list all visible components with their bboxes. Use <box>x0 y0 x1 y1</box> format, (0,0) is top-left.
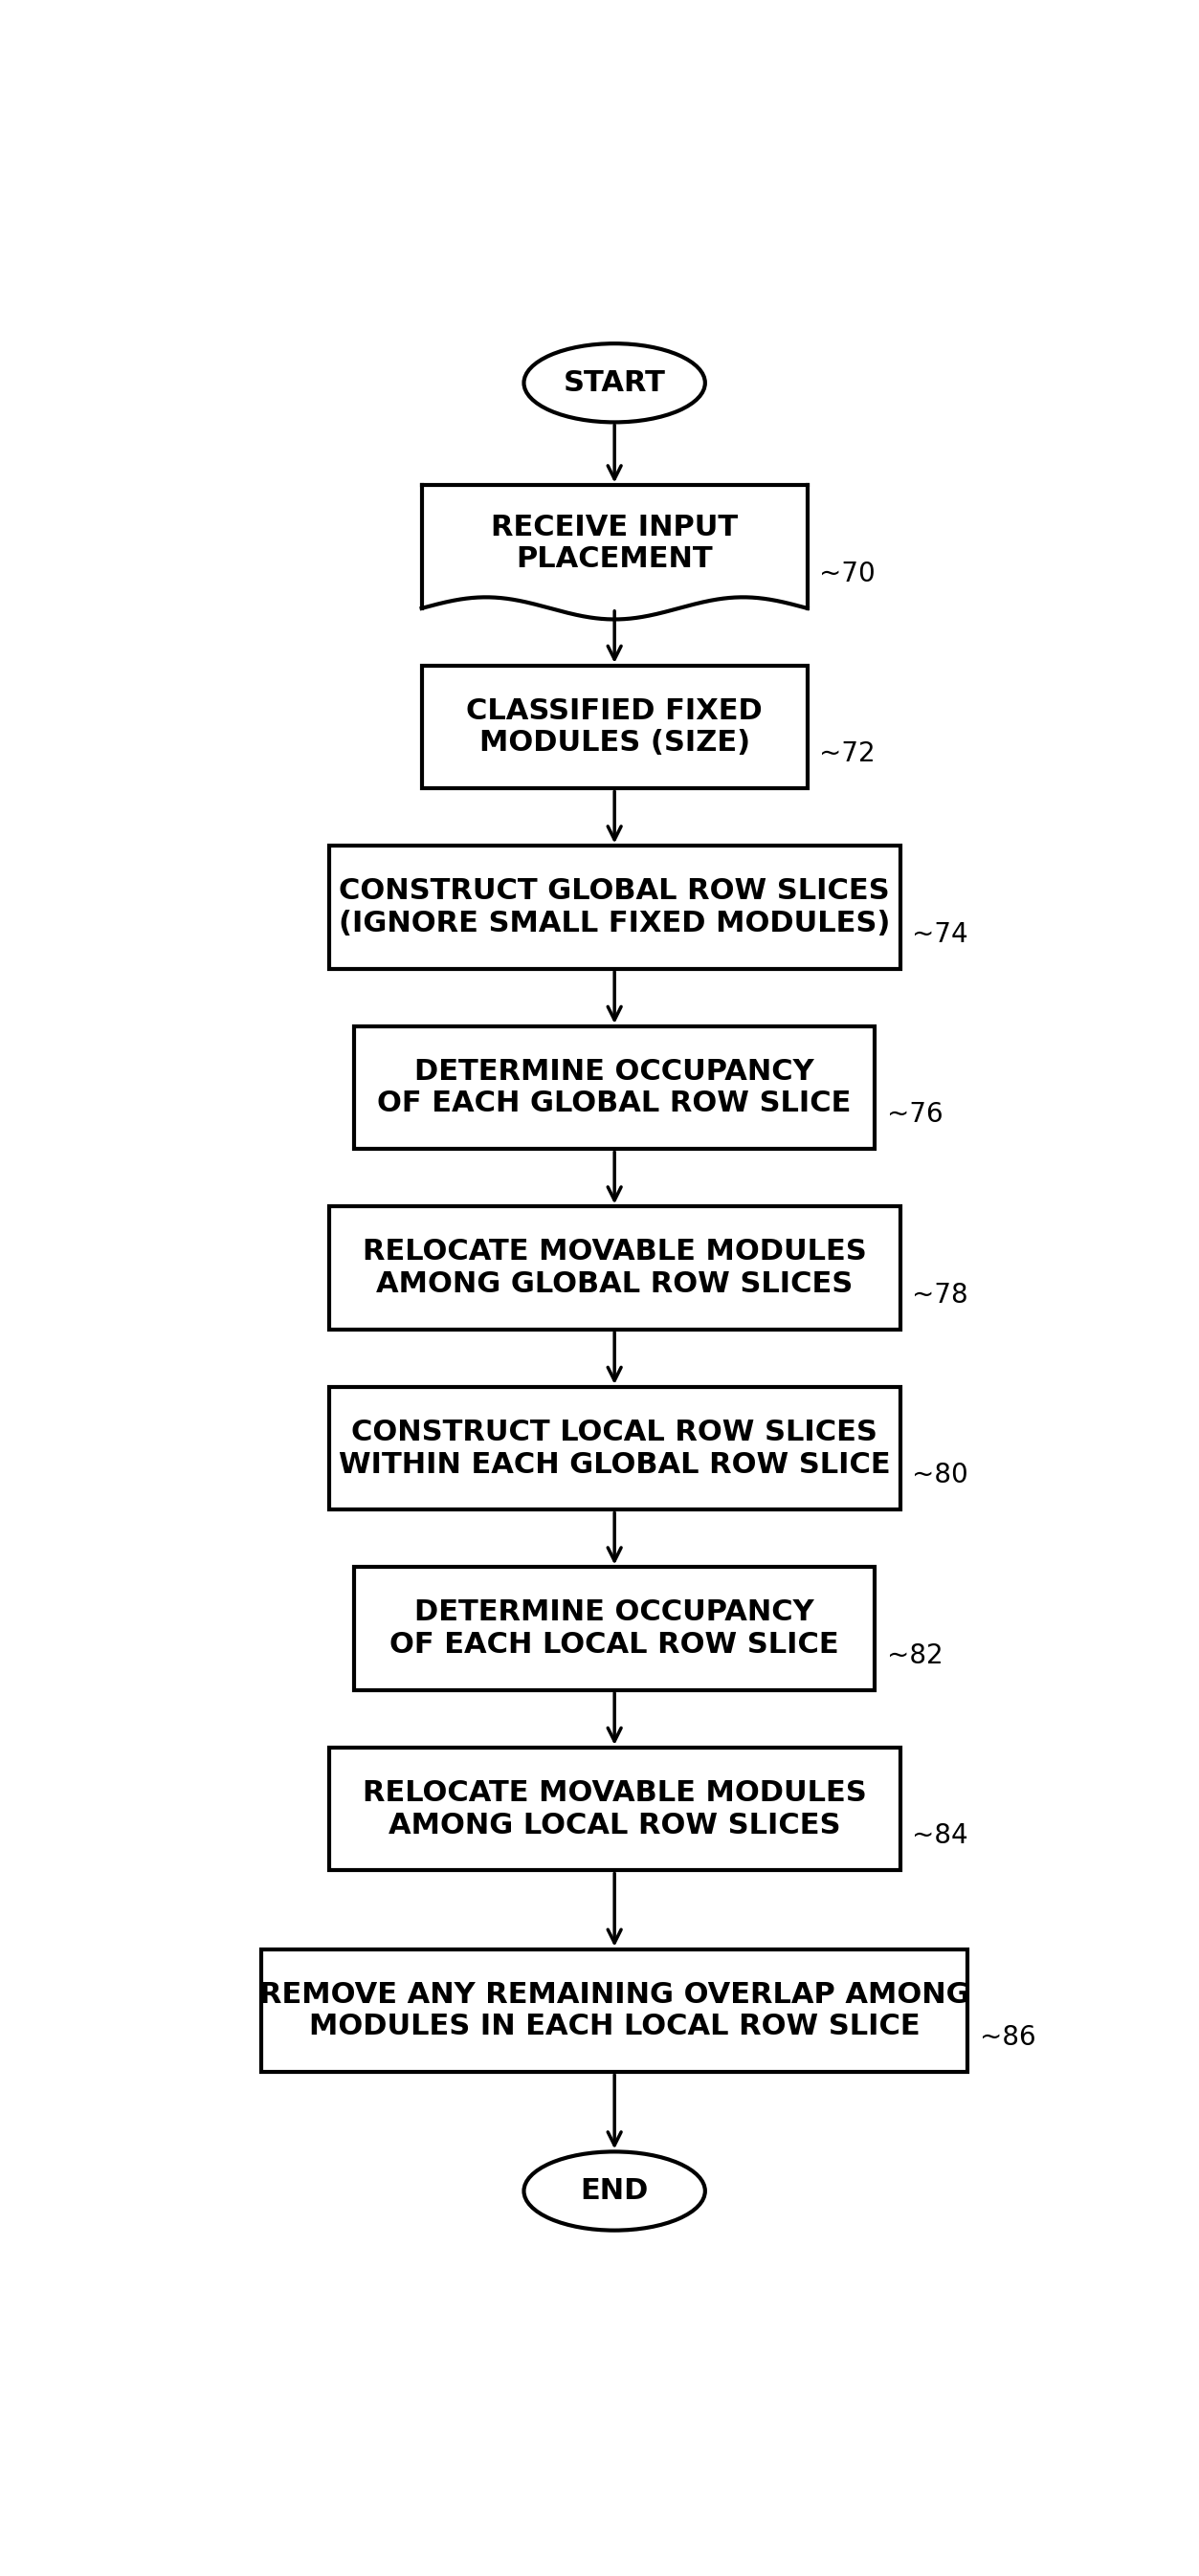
Text: ~72: ~72 <box>819 742 875 768</box>
Bar <box>261 1950 968 2071</box>
Text: REMOVE ANY REMAINING OVERLAP AMONG
MODULES IN EACH LOCAL ROW SLICE: REMOVE ANY REMAINING OVERLAP AMONG MODUL… <box>259 1981 970 2040</box>
Text: RELOCATE MOVABLE MODULES
AMONG LOCAL ROW SLICES: RELOCATE MOVABLE MODULES AMONG LOCAL ROW… <box>362 1780 867 1839</box>
Bar <box>329 1747 900 1870</box>
Text: ~76: ~76 <box>887 1103 942 1128</box>
Bar <box>422 665 807 788</box>
Text: ~70: ~70 <box>819 562 875 587</box>
Text: END: END <box>580 2177 649 2205</box>
Text: RELOCATE MOVABLE MODULES
AMONG GLOBAL ROW SLICES: RELOCATE MOVABLE MODULES AMONG GLOBAL RO… <box>362 1239 867 1298</box>
Text: ~78: ~78 <box>912 1283 969 1309</box>
Ellipse shape <box>524 2151 705 2231</box>
Bar <box>355 1566 875 1690</box>
Text: DETERMINE OCCUPANCY
OF EACH LOCAL ROW SLICE: DETERMINE OCCUPANCY OF EACH LOCAL ROW SL… <box>390 1600 839 1659</box>
Polygon shape <box>422 484 807 618</box>
Text: CONSTRUCT GLOBAL ROW SLICES
(IGNORE SMALL FIXED MODULES): CONSTRUCT GLOBAL ROW SLICES (IGNORE SMAL… <box>339 878 890 938</box>
Bar <box>329 1206 900 1329</box>
Text: DETERMINE OCCUPANCY
OF EACH GLOBAL ROW SLICE: DETERMINE OCCUPANCY OF EACH GLOBAL ROW S… <box>378 1059 851 1118</box>
Bar <box>329 1386 900 1510</box>
Text: RECEIVE INPUT
PLACEMENT: RECEIVE INPUT PLACEMENT <box>490 513 739 574</box>
Ellipse shape <box>524 343 705 422</box>
Bar <box>329 845 900 969</box>
Text: CLASSIFIED FIXED
MODULES (SIZE): CLASSIFIED FIXED MODULES (SIZE) <box>466 698 763 757</box>
Text: ~84: ~84 <box>912 1824 969 1850</box>
Text: ~86: ~86 <box>980 2025 1036 2050</box>
Bar <box>355 1025 875 1149</box>
Text: ~74: ~74 <box>912 922 969 948</box>
Text: START: START <box>564 368 665 397</box>
Text: ~82: ~82 <box>887 1643 942 1669</box>
Text: CONSTRUCT LOCAL ROW SLICES
WITHIN EACH GLOBAL ROW SLICE: CONSTRUCT LOCAL ROW SLICES WITHIN EACH G… <box>338 1419 891 1479</box>
Text: ~80: ~80 <box>912 1463 969 1489</box>
